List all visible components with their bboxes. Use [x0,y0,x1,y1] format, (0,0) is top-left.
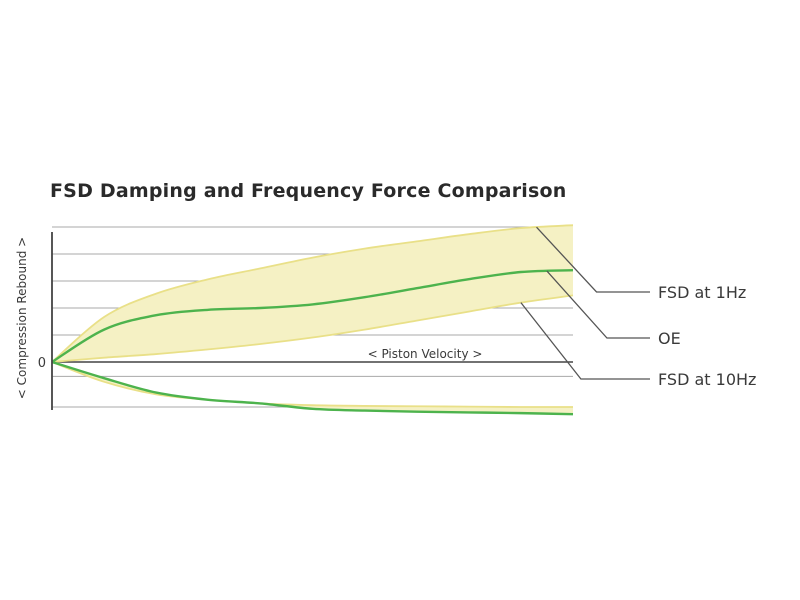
legend-leader-line [520,302,650,380]
legend-label: OE [658,329,681,348]
chart-title: FSD Damping and Frequency Force Comparis… [50,180,567,202]
fsd-1hz-rebound-curve [51,224,574,363]
y-axis-label: < Compression Rebound > [15,237,29,399]
frequency-band [51,224,574,415]
legend-leaders: FSD at 1Hz OE FSD at 10Hz [520,226,756,389]
x-axis-label: < Piston Velocity > [368,347,483,361]
series-lines [51,269,574,416]
legend-label: FSD at 10Hz [658,370,756,389]
legend-leader-line [536,226,650,293]
legend-leader-line [546,270,650,339]
fsd-1hz-compression-curve [51,361,574,408]
oe-rebound-line [51,269,574,364]
legend-label: FSD at 1Hz [658,283,746,302]
fsd-10hz-rebound-curve [51,294,574,363]
rebound-band [52,225,573,362]
y-zero-tick-label: 0 [38,356,46,371]
oe-compression-line [51,360,574,416]
compression-band [52,362,573,415]
